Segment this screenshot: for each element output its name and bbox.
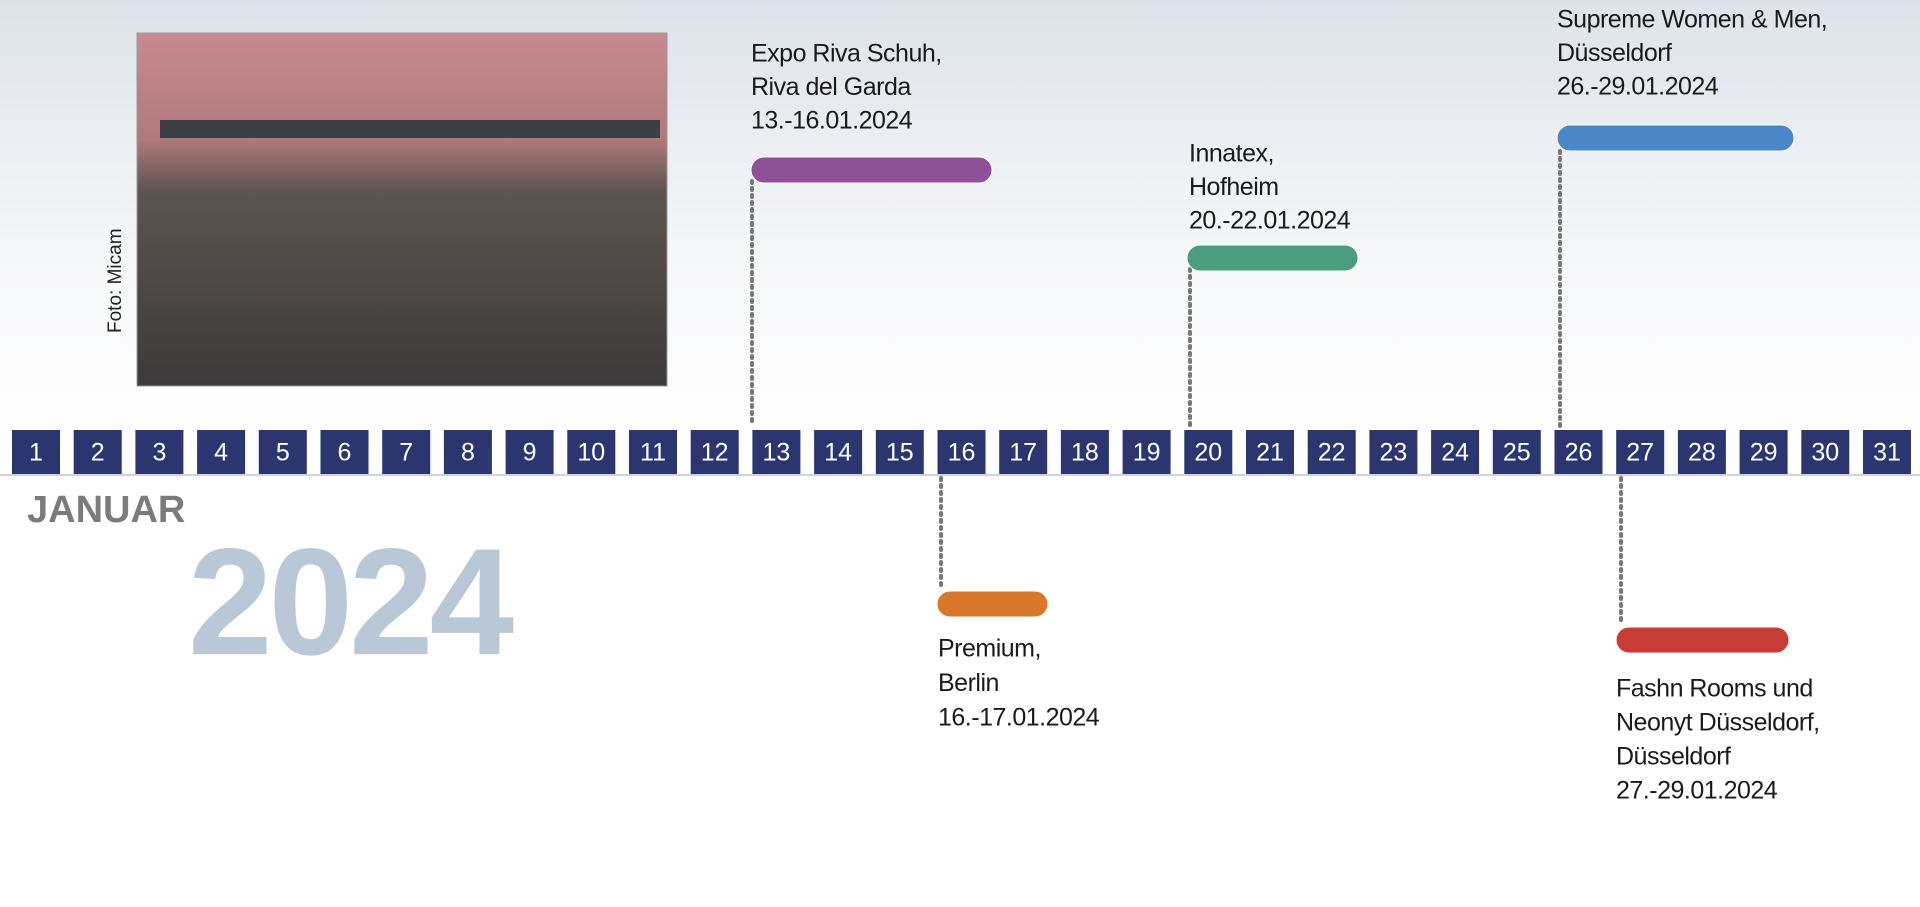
- day-number: 10: [577, 439, 605, 467]
- day-box: [1616, 430, 1665, 474]
- day-number: 27: [1626, 439, 1654, 467]
- day-number: 19: [1133, 439, 1161, 467]
- day-number: 4: [214, 439, 228, 467]
- event-text: Hofheim: [1189, 173, 1279, 201]
- day-box: [73, 430, 122, 474]
- day-number: 20: [1194, 439, 1222, 467]
- day-box: [1801, 430, 1850, 474]
- event-bar: [750, 156, 993, 184]
- day-number: 5: [276, 439, 290, 467]
- day-box: [1307, 430, 1356, 474]
- day-number: 21: [1256, 439, 1284, 467]
- event-text: Düsseldorf: [1557, 39, 1672, 67]
- day-number: 11: [640, 439, 666, 467]
- day-number: 14: [824, 439, 852, 467]
- event-text: 27.-29.01.2024: [1616, 777, 1778, 805]
- month: JANUAR: [27, 489, 185, 531]
- event-text: Neonyt Düsseldorf,: [1616, 709, 1820, 737]
- event-text: 20.-22.01.2024: [1189, 207, 1351, 235]
- day-number: 25: [1503, 439, 1531, 467]
- event-text: Supreme Women & Men,: [1557, 6, 1827, 34]
- day-box: [1677, 430, 1726, 474]
- day-number: 28: [1688, 439, 1716, 467]
- day-number: 26: [1565, 439, 1593, 467]
- day-box: [320, 430, 369, 474]
- event-bar: [1615, 626, 1790, 654]
- day-number: 22: [1318, 439, 1346, 467]
- event-bar: [1556, 124, 1795, 152]
- day-number: 17: [1009, 439, 1037, 467]
- day-box: [1739, 430, 1788, 474]
- day-number: 15: [886, 439, 914, 467]
- day-box: [875, 430, 924, 474]
- day-box: [999, 430, 1048, 474]
- event-bar: [1186, 244, 1359, 272]
- event-text: Fashn Rooms und: [1616, 675, 1813, 703]
- event-text: Berlin: [938, 669, 999, 697]
- day-row: 1 2 3 4 5 6 7 8 9 10 11 12 13 14 15 16 17 18 19 20 21 22 23 24 2…: [12, 430, 1911, 474]
- event-text: Riva del Garda: [751, 73, 911, 101]
- day-box: [1431, 430, 1480, 474]
- event-text: Innatex,: [1189, 140, 1274, 168]
- day-number: 9: [523, 439, 537, 467]
- day-box: [690, 430, 739, 474]
- event: Innatex, Hofheim 20.-22.01.2024: [1186, 140, 1359, 428]
- day-number: 2: [91, 439, 105, 467]
- day-box: [1122, 430, 1171, 474]
- event: Supreme Women & Men, Düsseldorf 26.-29.01.…: [1556, 6, 1828, 428]
- day-box: [937, 430, 986, 474]
- day-box: [567, 430, 616, 474]
- day-number: 6: [338, 439, 352, 467]
- day-box: [752, 430, 801, 474]
- event-text: 16.-17.01.2024: [938, 704, 1100, 732]
- day-box: [1554, 430, 1603, 474]
- day-number: 23: [1379, 439, 1407, 467]
- day-box: [258, 430, 307, 474]
- day-number: 3: [152, 439, 166, 467]
- day-box: [1184, 430, 1233, 474]
- photo-credit: Foto: Micam: [105, 228, 126, 333]
- day-box: [505, 430, 554, 474]
- day-number: 30: [1811, 439, 1839, 467]
- day-box: [1863, 430, 1911, 474]
- day-box: [12, 430, 60, 474]
- event-bar: [936, 590, 1049, 618]
- event-text: 13.-16.01.2024: [751, 107, 913, 135]
- event-text: Düsseldorf: [1616, 743, 1731, 771]
- day-box: [814, 430, 863, 474]
- day-number: 18: [1071, 439, 1099, 467]
- day-number: 13: [762, 439, 790, 467]
- day-number: 31: [1873, 439, 1901, 467]
- event-text: 26.-29.01.2024: [1557, 73, 1719, 101]
- day-number: 1: [29, 439, 43, 467]
- day-number: 8: [461, 439, 475, 467]
- day-number: 16: [948, 439, 976, 467]
- day-box: [1060, 430, 1109, 474]
- day-box: [197, 430, 246, 474]
- day-box: [135, 430, 184, 474]
- event-text: Premium,: [938, 635, 1041, 663]
- day-number: 24: [1441, 439, 1469, 467]
- day-box: [443, 430, 492, 474]
- day-box: [1492, 430, 1541, 474]
- event: Fashn Rooms und Neonyt Düsseldorf, Düsseld…: [1615, 476, 1820, 805]
- day-box: [1246, 430, 1294, 474]
- year: 2024: [188, 517, 514, 687]
- event: Premium, Berlin 16.-17.01.2024: [936, 476, 1100, 732]
- day-number: 29: [1750, 439, 1778, 467]
- photo: [136, 32, 668, 387]
- day-box: [1369, 430, 1418, 474]
- day-box: [382, 430, 431, 474]
- day-number: 12: [701, 439, 729, 467]
- day-box: [629, 430, 677, 474]
- event: Expo Riva Schuh, Riva del Garda 13.-16.01.…: [750, 40, 993, 428]
- events: Expo Riva Schuh, Riva del Garda 13.-16.01.…: [750, 6, 1828, 805]
- day-number: 7: [399, 439, 413, 467]
- event-text: Expo Riva Schuh,: [751, 40, 942, 68]
